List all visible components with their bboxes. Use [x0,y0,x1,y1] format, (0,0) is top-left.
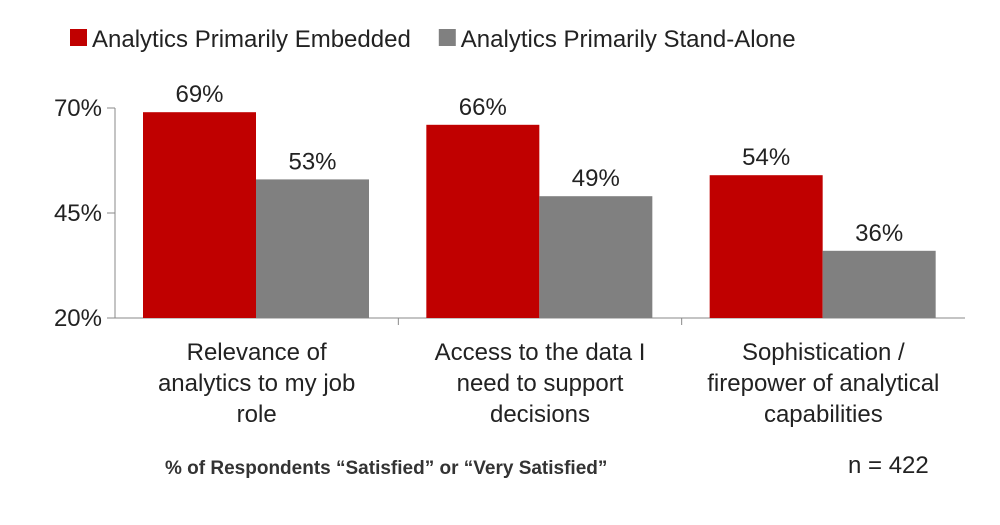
footnote: % of Respondents “Satisfied” or “Very Sa… [165,458,608,479]
bar-series1-cat1 [143,112,256,318]
category-label-2-line-3: decisions [490,401,590,428]
y-tick-label-3: 20% [54,305,102,332]
legend-swatch-1 [70,29,87,46]
category-label-2-line-2: need to support [457,370,624,397]
y-tick-label-2: 45% [54,200,102,227]
data-label-series2-cat2: 49% [572,165,620,192]
bar-series2-cat2 [539,196,653,318]
legend-label-1: Analytics Primarily Embedded [92,26,411,53]
category-label-1-line-2: analytics to my job [158,370,355,397]
bar-series1-cat2 [426,124,540,318]
legend-label-2: Analytics Primarily Stand-Alone [461,26,796,53]
category-label-3-line-1: Sophistication / [742,339,905,366]
category-label-1-line-3: role [237,401,277,428]
category-label-2-line-1: Access to the data I [435,339,646,366]
bar-series2-cat1 [256,179,369,318]
y-tick-label-1: 70% [54,95,102,122]
category-label-3-line-2: firepower of analytical [707,370,939,397]
bar-series2-cat3 [822,250,936,318]
bar-series1-cat3 [709,175,823,318]
category-label-3-line-3: capabilities [764,401,883,428]
data-label-series2-cat1: 53% [288,148,336,175]
data-label-series1-cat1: 69% [175,81,223,108]
category-label-1-line-1: Relevance of [187,339,327,366]
data-label-series1-cat3: 54% [742,144,790,171]
sample-size: n = 422 [848,452,929,479]
data-label-series2-cat3: 36% [855,220,903,247]
data-label-series1-cat2: 66% [459,94,507,121]
legend-swatch-2 [438,29,456,46]
